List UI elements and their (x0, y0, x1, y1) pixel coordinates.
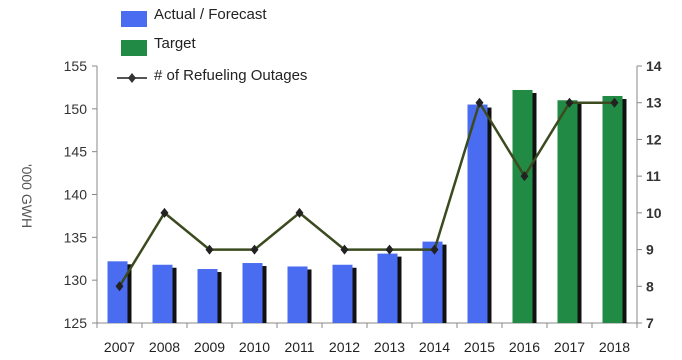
legend-marker-outages (128, 73, 136, 83)
bar-actual (422, 241, 443, 323)
x-tick-label: 2011 (284, 339, 314, 355)
legend-label-actual: Actual / Forecast (154, 6, 267, 23)
x-tick-label: 2009 (194, 339, 225, 355)
y-tick-label-right: 11 (646, 168, 661, 184)
y-tick-label-left: 145 (64, 144, 88, 160)
y-tick-label-right: 9 (646, 242, 654, 258)
outage-point (475, 97, 484, 108)
y-tick-label-left: 150 (64, 101, 88, 117)
bar-target (512, 89, 533, 323)
y-tick-label-left: 140 (64, 187, 88, 203)
x-tick-label: 2012 (329, 339, 360, 355)
bar-actual (242, 263, 263, 323)
y-axis-title: '000 GWH (19, 164, 35, 228)
outage-point (565, 97, 574, 108)
bar-actual (377, 253, 398, 323)
y-tick-label-right: 10 (646, 205, 662, 221)
bar-actual (107, 261, 128, 323)
bar-target (602, 95, 623, 323)
outage-point (160, 207, 169, 218)
bar-actual (197, 269, 218, 323)
y-tick-label-right: 8 (646, 278, 654, 294)
outage-point (520, 171, 529, 182)
outage-point (205, 244, 214, 255)
bar-actual (287, 266, 308, 323)
y-tick-label-left: 155 (64, 58, 88, 74)
legend-swatch-actual (121, 11, 147, 27)
y-tick-label-left: 125 (64, 315, 88, 331)
outage-point (250, 244, 259, 255)
x-tick-label: 2013 (374, 339, 405, 355)
bars (107, 89, 627, 324)
bar-actual (332, 264, 353, 323)
legend: Actual / Forecast Target # of Refueling … (117, 6, 307, 84)
y-tick-label-right: 12 (646, 131, 662, 147)
y-tick-label-right: 13 (646, 95, 662, 111)
legend-swatch-target (121, 40, 147, 56)
x-tick-label: 2007 (104, 339, 135, 355)
bar-actual (467, 104, 488, 323)
x-tick-label: 2016 (509, 339, 540, 355)
outage-line-path (118, 99, 615, 287)
x-tick-label: 2015 (464, 339, 495, 355)
legend-label-target: Target (154, 35, 197, 52)
legend-label-outages: # of Refueling Outages (154, 67, 307, 84)
y-tick-label-right: 7 (646, 315, 654, 331)
x-tick-label: 2008 (149, 339, 180, 355)
outage-point (115, 281, 124, 292)
x-tick-label: 2018 (599, 339, 630, 355)
y-tick-label-right: 14 (646, 58, 662, 74)
axes: 125 130 135 140 145 150 155 7 8 9 10 11 12 13 14 2007 20… (64, 58, 662, 355)
y-tick-label-left: 135 (64, 229, 88, 245)
x-tick-label: 2010 (239, 339, 270, 355)
outage-point (385, 244, 394, 255)
outage-point (295, 207, 304, 218)
bar-target (557, 100, 578, 324)
outage-line (115, 97, 619, 292)
x-tick-label: 2014 (419, 339, 450, 355)
y-tick-label-left: 130 (64, 272, 88, 288)
outage-point (430, 244, 439, 255)
x-tick-label: 2017 (554, 339, 585, 355)
outage-point (610, 97, 619, 108)
bar-actual (152, 264, 173, 323)
outage-point (340, 244, 349, 255)
